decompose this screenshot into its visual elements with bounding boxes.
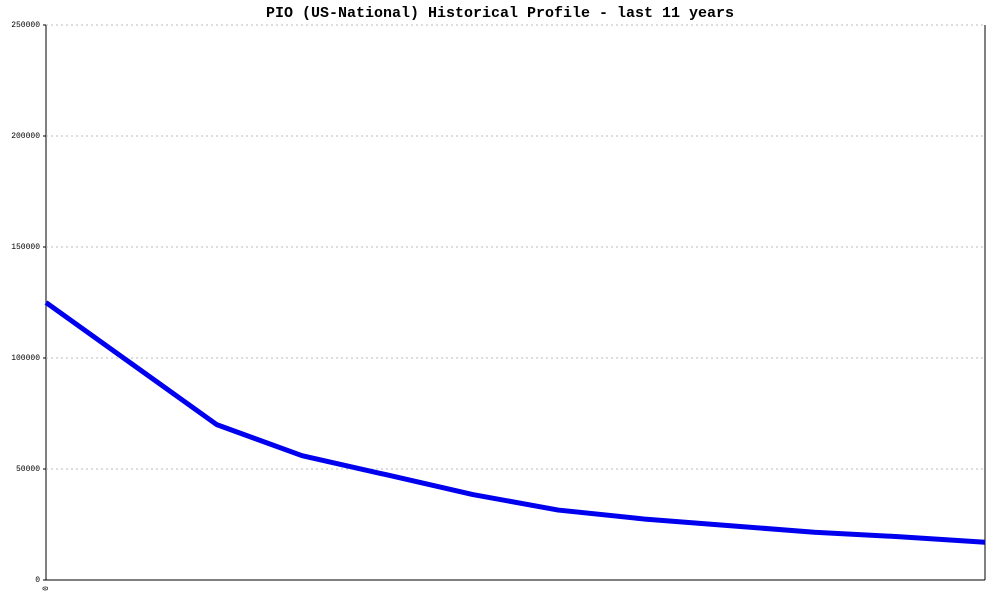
x-tick-label: 0 xyxy=(42,586,51,591)
chart-title: PIO (US-National) Historical Profile - l… xyxy=(266,5,734,22)
y-tick-label: 50000 xyxy=(16,465,40,474)
y-tick-label: 150000 xyxy=(11,243,40,252)
y-tick-label: 0 xyxy=(35,576,40,585)
line xyxy=(44,300,986,545)
y-tick-label: 100000 xyxy=(11,354,40,363)
y-tick-label: 200000 xyxy=(11,132,40,141)
y-tick-label: 250000 xyxy=(11,21,40,30)
